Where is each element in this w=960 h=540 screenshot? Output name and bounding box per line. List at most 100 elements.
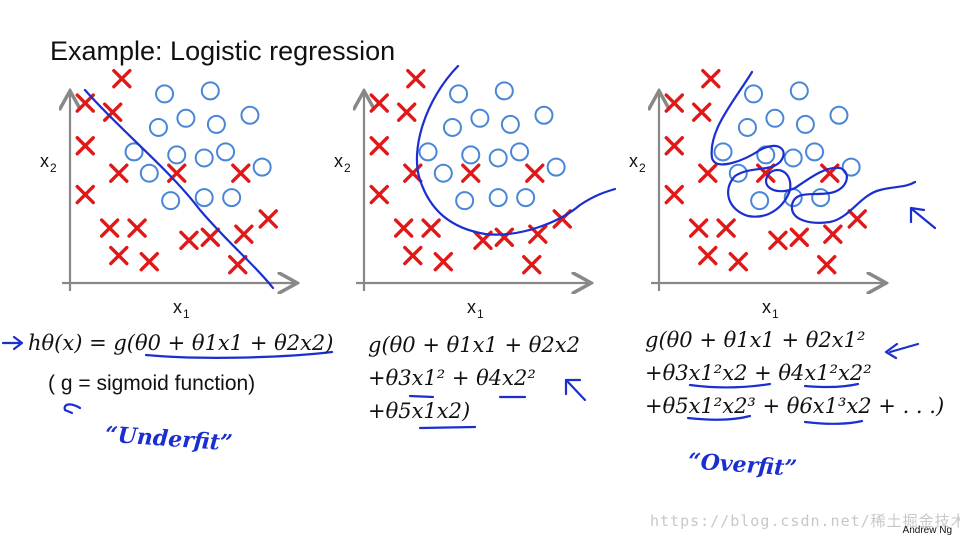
circle-point <box>841 157 861 177</box>
circle-point <box>805 142 825 162</box>
x-axis-label: x <box>762 297 771 317</box>
circle-point <box>488 188 508 208</box>
circle-point <box>728 163 748 183</box>
cross-point <box>522 255 542 275</box>
underline-panel-3-d <box>803 419 864 425</box>
x-axis-label-subscript: 1 <box>477 307 484 321</box>
underline-panel-2-c <box>418 425 477 430</box>
plot-just-right: x 1x 2 <box>334 68 589 321</box>
boundary-curve-overfit <box>710 70 917 224</box>
annotations <box>1 64 937 430</box>
arrow-mark-panel-3-plot <box>909 206 937 230</box>
cross-point <box>701 68 721 89</box>
cross-point <box>258 209 278 229</box>
circle-point <box>148 117 168 137</box>
watermark: https://blog.csdn.net/稀土掘金技术社区 <box>650 512 960 530</box>
cross-point <box>109 163 129 183</box>
formula-panel-1-line-1: hθ(x) = g(θ0 + θ1x1 + θ2x2) <box>28 331 334 355</box>
cross-point <box>109 245 129 266</box>
arrow-mark-panel-3-top <box>884 342 920 360</box>
underline-panel-2-a <box>408 394 435 399</box>
cross-point <box>167 163 187 183</box>
formula-panel-3-line-1: g(θ0 + θ1x1 + θ2x1² <box>645 328 866 352</box>
arrow-mark-formula-1 <box>1 335 24 351</box>
cross-point <box>664 136 684 156</box>
arrow-mark-panel-2 <box>564 378 587 402</box>
cross-point <box>461 163 481 183</box>
author-credit: Andrew Ng <box>902 525 952 536</box>
y-axis-label: x <box>629 151 638 171</box>
y-axis-label: x <box>334 151 343 171</box>
formula-panel-2-line-3: +θ5x1x2) <box>368 399 471 423</box>
y-axis-label: x <box>40 151 49 171</box>
circle-point <box>789 81 809 101</box>
y-axis-label-subscript: 2 <box>639 161 646 175</box>
circle-point <box>783 148 803 168</box>
circle-point <box>222 188 242 208</box>
circle-point <box>750 191 770 211</box>
circle-point <box>795 114 815 134</box>
cross-point <box>494 227 514 247</box>
cross-point <box>847 209 867 229</box>
circle-point <box>418 142 438 162</box>
circle-point <box>510 142 530 162</box>
boundary-curve-just-right <box>415 64 617 236</box>
circle-point <box>744 84 764 104</box>
cross-point <box>75 136 95 156</box>
cross-point <box>692 102 712 122</box>
circle-point <box>442 117 462 137</box>
circle-point <box>155 84 175 104</box>
x-axis-label-subscript: 1 <box>183 307 190 321</box>
cross-point <box>102 102 123 122</box>
plot-underfit: x 1x 2 <box>40 68 295 321</box>
cross-point <box>112 68 132 89</box>
circle-point <box>433 163 453 183</box>
slide-title: Example: Logistic regression <box>50 36 396 66</box>
circle-point <box>194 188 214 208</box>
cross-point <box>688 218 709 238</box>
circle-point <box>161 191 181 211</box>
cross-point <box>823 224 843 244</box>
x-axis-label: x <box>467 297 476 317</box>
formula-panel-3-line-3: +θ5x1²x2³ + θ6x1³x2 + . . .) <box>645 394 945 418</box>
plot-overfit: x 1x 2 <box>629 68 884 321</box>
underline-panel-3-b <box>803 382 860 389</box>
cross-point <box>397 102 417 122</box>
x-axis-label-subscript: 1 <box>772 307 779 321</box>
cross-point <box>228 255 248 275</box>
cross-point <box>127 218 147 238</box>
circle-point <box>200 81 220 101</box>
cross-point <box>369 184 389 205</box>
circle-point <box>139 163 159 183</box>
underline-panel-3-a <box>688 382 772 389</box>
cross-point <box>393 218 414 238</box>
cross-point <box>525 163 545 183</box>
circle-point <box>713 142 733 162</box>
cross-point <box>698 245 718 266</box>
circle-point <box>546 157 566 177</box>
cross-point <box>698 163 718 183</box>
circle-point <box>829 105 849 125</box>
circle-point <box>500 114 520 134</box>
cross-point <box>664 184 684 205</box>
sigmoid-note: ( g = sigmoid function) <box>48 372 256 395</box>
cross-point <box>406 68 426 89</box>
circle-point <box>516 188 536 208</box>
cross-point <box>768 230 788 251</box>
circle-point <box>455 191 475 211</box>
hook-mark-sigmoid <box>63 403 82 415</box>
circle-point <box>494 81 514 101</box>
cross-point <box>234 224 254 244</box>
circle-point <box>461 145 481 165</box>
cross-point <box>369 136 389 156</box>
underline-panel-3-c <box>686 414 752 421</box>
cross-point <box>75 184 95 205</box>
cross-point <box>789 227 809 247</box>
cross-point <box>369 93 389 113</box>
x-axis-label: x <box>173 297 182 317</box>
cross-point <box>403 245 423 266</box>
circle-point <box>194 148 214 168</box>
circle-point <box>488 148 508 168</box>
y-axis-label-subscript: 2 <box>50 161 57 175</box>
